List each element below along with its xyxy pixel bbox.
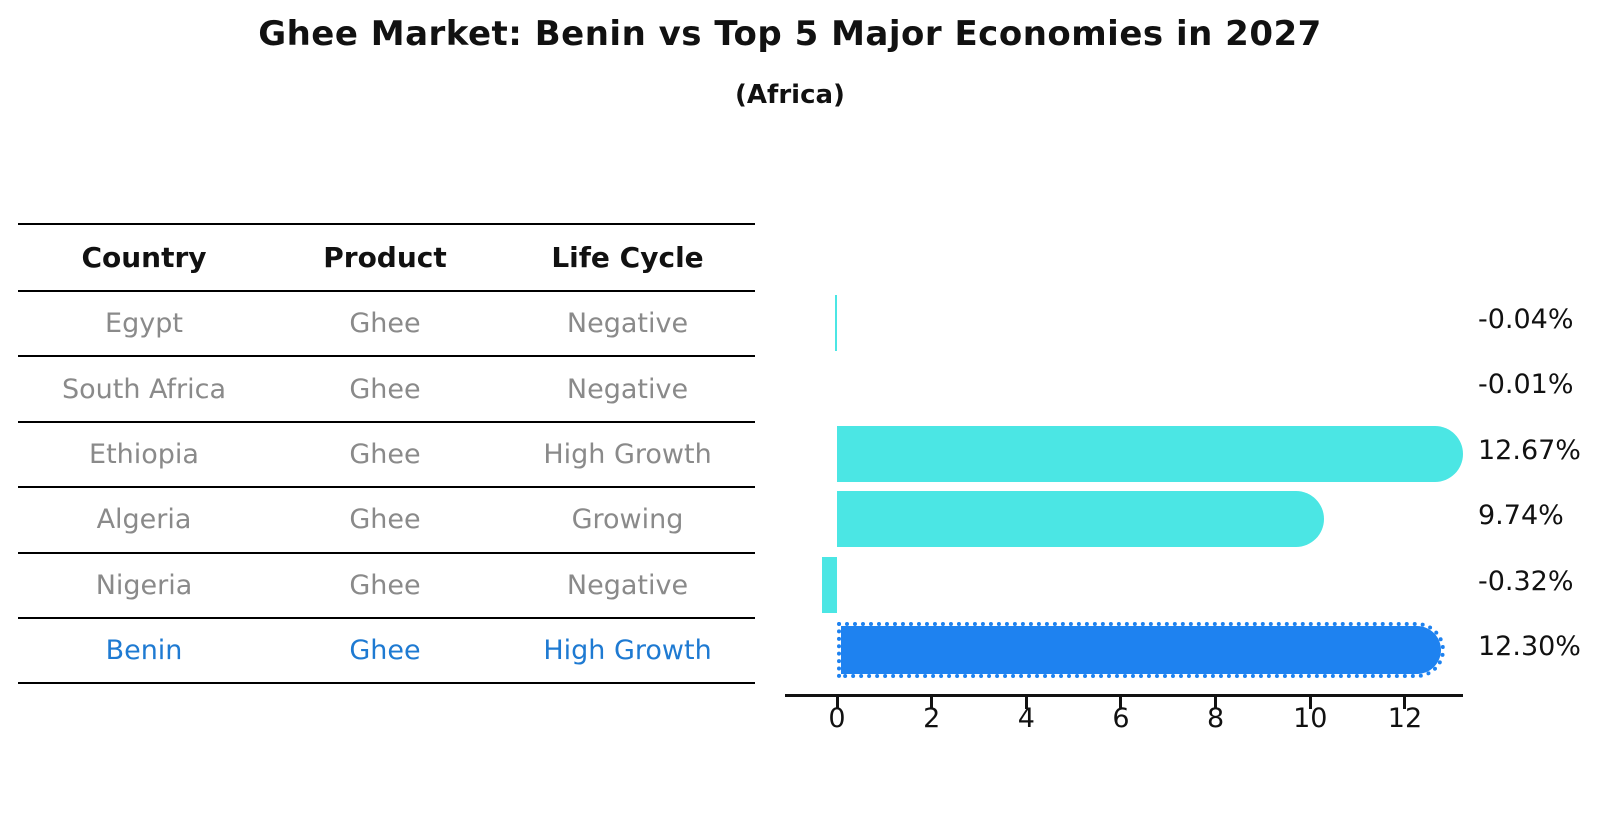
value-label: 9.74% (1478, 500, 1564, 532)
x-axis-tick (1308, 697, 1312, 709)
table-cell-country: South Africa (61, 373, 227, 405)
table-cell-life-cycle: Negative (566, 373, 689, 405)
bar-egypt (835, 295, 837, 351)
table-cell-product: Ghee (349, 373, 421, 405)
x-axis-tick (1024, 697, 1028, 709)
table-cell-life-cycle: Negative (566, 308, 689, 340)
chart-title: Ghee Market: Benin vs Top 5 Major Econom… (258, 14, 1322, 54)
chart-subtitle: (Africa) (735, 80, 845, 110)
x-axis-tick-label: 4 (1017, 703, 1035, 734)
bar-algeria (837, 491, 1324, 548)
table-cell-product: Ghee (349, 635, 421, 667)
table-header-lifecycle: Life Cycle (551, 241, 704, 274)
table-row: Benin Ghee High Growth (18, 616, 755, 682)
table-row: Egypt Ghee Negative (18, 290, 755, 355)
table-row: South Africa Ghee Negative (18, 355, 755, 420)
x-axis-tick (1119, 697, 1123, 709)
x-axis-tick-label: 2 (923, 703, 941, 734)
table-cell-life-cycle: High Growth (543, 635, 712, 667)
table-cell-country: Egypt (105, 308, 183, 340)
x-axis-tick (1214, 697, 1218, 709)
table-cell-country: Ethiopia (89, 438, 199, 470)
table-cell-product: Ghee (349, 438, 421, 470)
table-header-country: Country (81, 241, 207, 274)
table-cell-life-cycle: Negative (566, 569, 689, 601)
table-header-row: Country Product Life Cycle (18, 223, 755, 290)
x-axis-line (785, 694, 1463, 697)
x-axis-tick-label: 10 (1293, 703, 1328, 734)
table-cell-product: Ghee (349, 504, 421, 536)
value-label: -0.01% (1478, 369, 1574, 401)
value-label: 12.30% (1478, 631, 1581, 662)
bar-benin (837, 622, 1446, 678)
value-label: -0.32% (1478, 565, 1574, 597)
bar-ethiopia (837, 425, 1463, 482)
x-axis-tick (930, 697, 934, 709)
table-row: Ethiopia Ghee High Growth (18, 420, 755, 486)
x-axis-tick-label: 0 (828, 703, 846, 734)
table-row: Algeria Ghee Growing (18, 486, 755, 551)
bar-nigeria (821, 556, 837, 613)
table-cell-life-cycle: High Growth (543, 438, 712, 470)
table-header-product: Product (323, 241, 447, 274)
table-cell-product: Ghee (349, 308, 421, 340)
table-cell-life-cycle: Growing (571, 504, 684, 536)
table-cell-product: Ghee (349, 569, 421, 601)
table-row: Nigeria Ghee Negative (18, 551, 755, 617)
x-axis-tick (835, 697, 839, 709)
value-label: 12.67% (1478, 434, 1581, 466)
x-axis-tick-label: 6 (1112, 703, 1130, 734)
x-axis-tick-label: 12 (1387, 703, 1423, 734)
x-axis-tick (1403, 697, 1407, 709)
table-cell-country: Algeria (96, 504, 192, 536)
x-axis-tick-label: 8 (1207, 703, 1225, 734)
table-cell-country: Nigeria (95, 569, 193, 601)
table-cell-country: Benin (105, 635, 183, 667)
country-table: Country Product Life Cycle Egypt Ghee Nega… (18, 223, 755, 685)
value-label: -0.04% (1478, 304, 1574, 335)
